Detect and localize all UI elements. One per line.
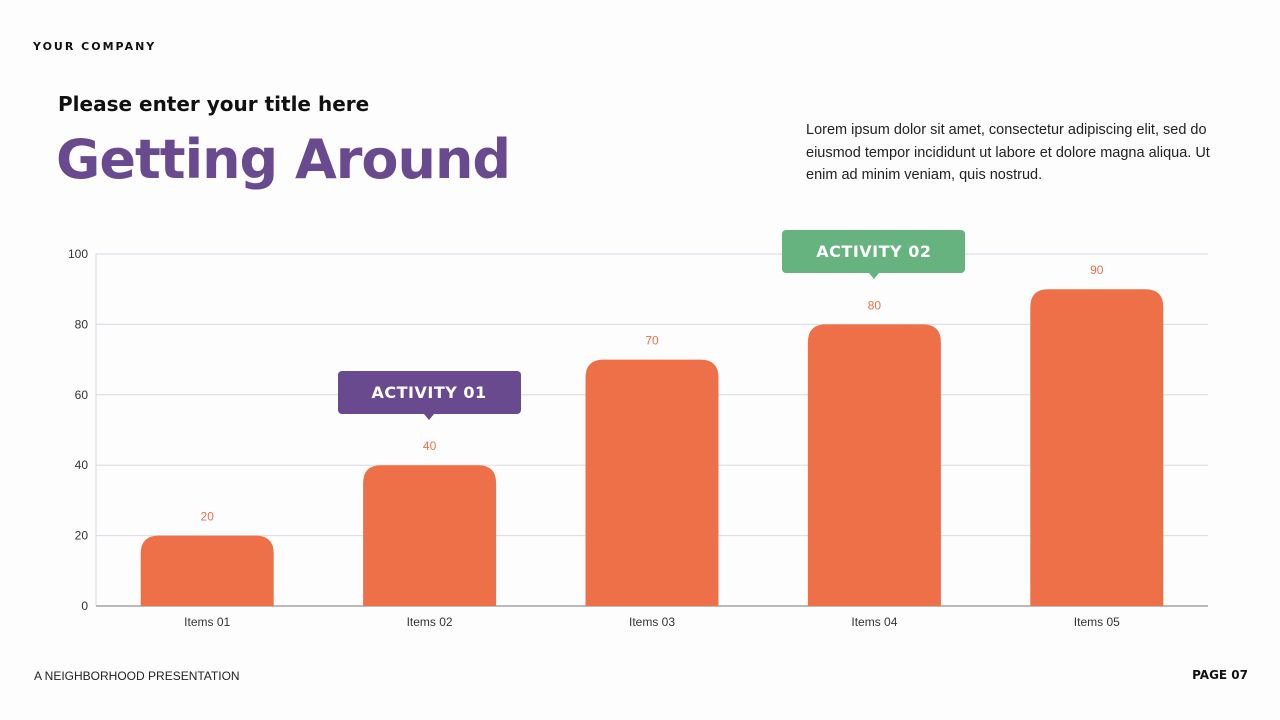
bar [807, 324, 941, 606]
subtitle: Please enter your title here [58, 92, 370, 116]
y-tick-label: 60 [75, 388, 89, 402]
page-number: PAGE 07 [1192, 668, 1248, 682]
bar [363, 465, 497, 606]
callout-activity-02: ACTIVITY 02 [782, 230, 966, 280]
data-label: 20 [201, 510, 215, 524]
y-tick-label: 20 [75, 529, 89, 543]
footer-presentation-name: A NEIGHBORHOOD PRESENTATION [34, 669, 240, 683]
data-label: 70 [645, 334, 659, 348]
page-title: Getting Around [56, 128, 511, 191]
x-tick-label: Items 01 [184, 615, 230, 629]
callout-activity-01: ACTIVITY 01 [337, 371, 521, 421]
data-label: 90 [1090, 263, 1104, 277]
bar [140, 535, 274, 606]
bar [1030, 289, 1164, 606]
bar [585, 359, 719, 606]
x-tick-label: Items 03 [629, 615, 675, 629]
y-tick-label: 0 [81, 599, 88, 613]
company-name: YOUR COMPANY [33, 40, 157, 53]
description: Lorem ipsum dolor sit amet, consectetur … [806, 122, 1210, 183]
x-tick-label: Items 04 [851, 615, 897, 629]
y-tick-label: 40 [75, 458, 89, 472]
data-label: 80 [868, 298, 882, 312]
x-tick-label: Items 02 [407, 615, 453, 629]
data-label: 40 [423, 439, 437, 453]
x-tick-label: Items 05 [1074, 615, 1120, 629]
y-tick-label: 100 [68, 247, 88, 261]
y-tick-label: 80 [75, 317, 89, 331]
